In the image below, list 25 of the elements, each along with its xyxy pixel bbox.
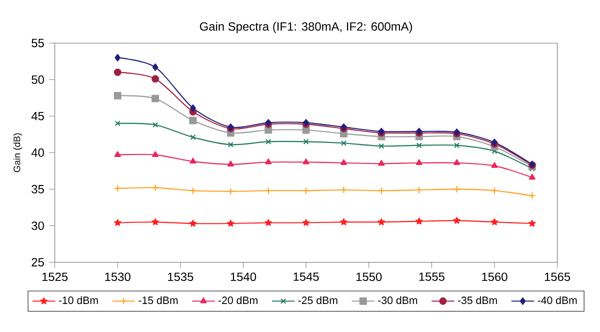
y-tick-label: 50 — [32, 75, 44, 84]
y-tick-label: 55 — [32, 38, 44, 48]
x-tick-label: 1555 — [419, 272, 444, 281]
x-tick-label: 1530 — [105, 272, 130, 281]
legend-label: -15 dBm — [138, 296, 178, 304]
y-tick-label: 45 — [31, 112, 44, 120]
x-tick-label: 1565 — [544, 272, 570, 281]
x-tick-label: 1560 — [482, 272, 508, 281]
legend-label: -40 dBm — [538, 296, 577, 304]
x-tick-label: 1545 — [294, 272, 319, 281]
legend-label: -10 dBm — [58, 296, 98, 304]
y-tick-label: 30 — [32, 221, 44, 230]
y-tick-label: 35 — [32, 184, 44, 194]
legend-label: -35 dBm — [458, 296, 497, 304]
x-tick-label: 1535 — [168, 272, 194, 281]
chart-title: Gain Spectra (IF1: 380mA, IF2: 600mA) — [200, 22, 412, 34]
legend-label: -30 dBm — [378, 296, 418, 304]
legend-label: -25 dBm — [298, 296, 338, 304]
y-tick-label: 25 — [32, 258, 44, 266]
x-tick-label: 1525 — [42, 272, 68, 281]
x-tick-label: 1550 — [356, 272, 382, 281]
y-tick-label: 40 — [31, 148, 44, 157]
y-axis-title: Gain (dB) — [13, 133, 22, 172]
x-tick-label: 1540 — [230, 272, 256, 281]
legend-label: -20 dBm — [218, 296, 258, 304]
